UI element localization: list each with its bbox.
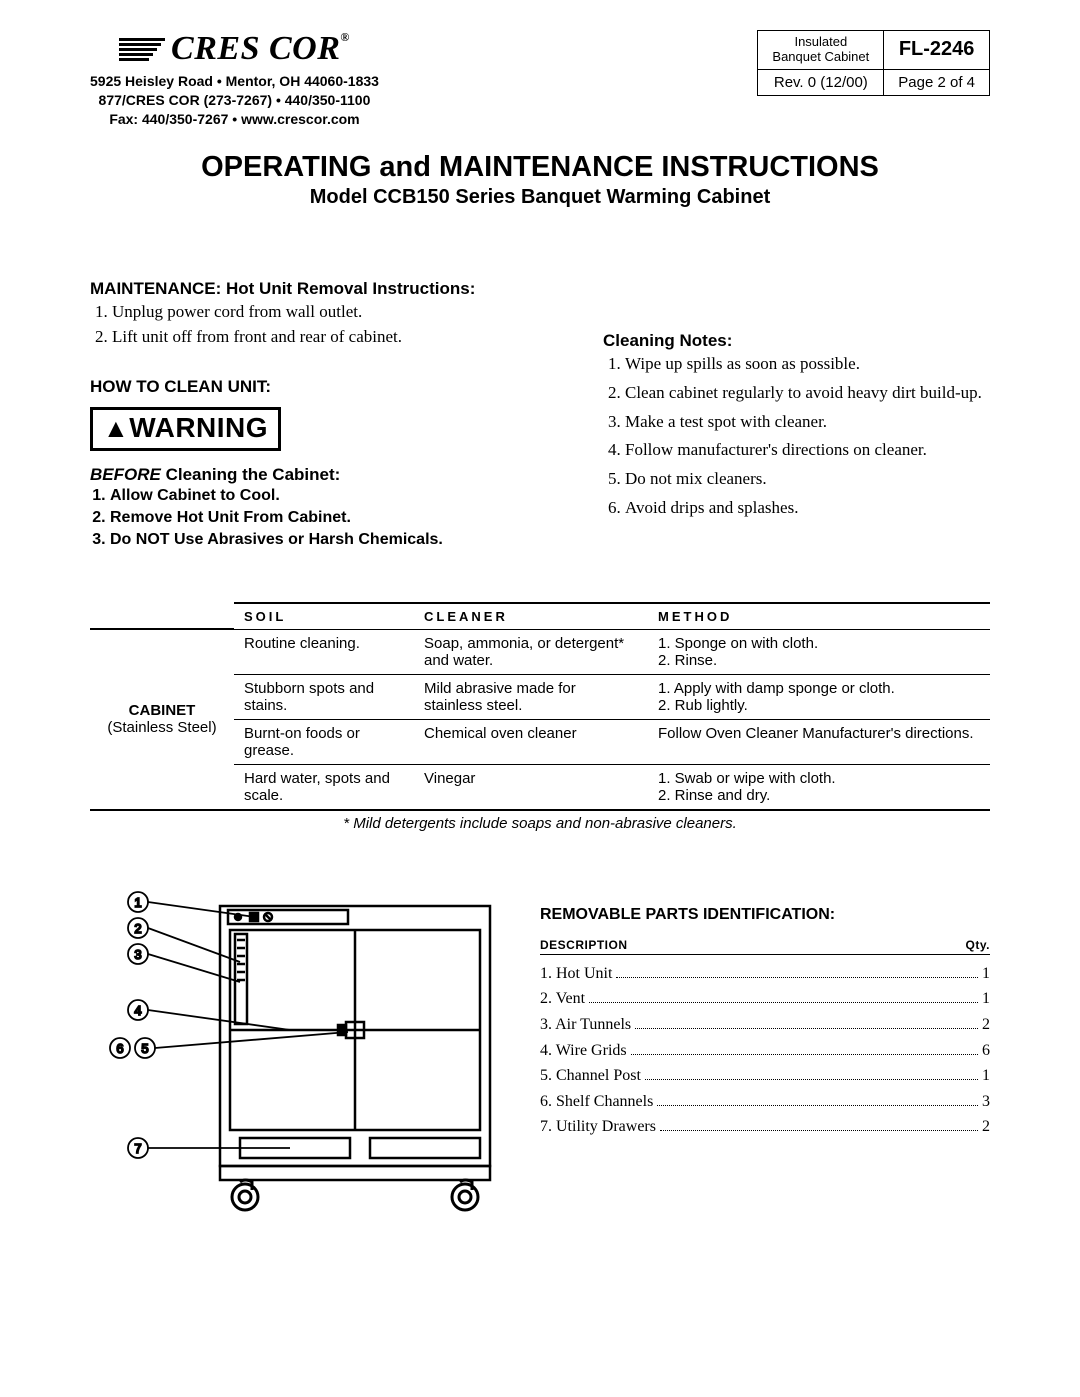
svg-text:1: 1 (134, 895, 141, 910)
parts-list: 1. Hot Unit1 2. Vent1 3. Air Tunnels2 4.… (540, 961, 990, 1140)
cleaning-table: SOIL CLEANER METHOD CABINET (Stainless S… (90, 602, 990, 811)
table-header: CLEANER (414, 603, 648, 630)
doc-info-table: Insulated Banquet Cabinet FL-2246 Rev. 0… (757, 30, 990, 96)
svg-text:5: 5 (141, 1041, 148, 1056)
table-cell: Burnt-on foods or grease. (234, 719, 414, 764)
address-line: Fax: 440/350-7267 • www.crescor.com (90, 110, 379, 129)
parts-title: REMOVABLE PARTS IDENTIFICATION: (540, 906, 990, 924)
svg-text:7: 7 (134, 1141, 141, 1156)
brand-text: CRES COR® (171, 30, 350, 68)
how-to-clean-heading: HOW TO CLEAN UNIT: (90, 377, 563, 397)
svg-text:2: 2 (134, 921, 141, 936)
table-cell: Follow Oven Cleaner Manufacturer's direc… (648, 719, 990, 764)
svg-text:3: 3 (134, 947, 141, 962)
list-item: Do not mix cleaners. (625, 468, 990, 491)
address: 5925 Heisley Road • Mentor, OH 44060-183… (90, 72, 379, 129)
list-item: Remove Hot Unit From Cabinet. (110, 507, 563, 529)
before-cleaning-heading: BEFORE Cleaning the Cabinet: (90, 465, 563, 485)
list-item: Avoid drips and splashes. (625, 497, 990, 520)
table-header (90, 603, 234, 630)
table-cell: Chemical oven cleaner (414, 719, 648, 764)
table-cell: Vinegar (414, 764, 648, 810)
part-row: 6. Shelf Channels3 (540, 1089, 990, 1115)
part-row: 4. Wire Grids6 (540, 1038, 990, 1064)
svg-text:4: 4 (134, 1003, 141, 1018)
page-cell: Page 2 of 4 (884, 69, 990, 95)
product-cell: Insulated Banquet Cabinet (758, 31, 884, 70)
maintenance-list: Unplug power cord from wall outlet. Lift… (90, 301, 563, 349)
table-header: SOIL (234, 603, 414, 630)
table-rowhead: CABINET (Stainless Steel) (90, 629, 234, 810)
list-item: Wipe up spills as soon as possible. (625, 353, 990, 376)
table-cell: Soap, ammonia, or detergent* and water. (414, 629, 648, 674)
logo-block: CRES COR® 5925 Heisley Road • Mentor, OH… (90, 30, 379, 129)
part-row: 1. Hot Unit1 (540, 961, 990, 987)
list-item: Make a test spot with cleaner. (625, 411, 990, 434)
bottom-section: 1 2 3 4 6 5 7 REMOVABLE PARTS IDENTIFICA… (90, 882, 990, 1227)
part-row: 5. Channel Post1 (540, 1063, 990, 1089)
list-item: Clean cabinet regularly to avoid heavy d… (625, 382, 990, 405)
header: CRES COR® 5925 Heisley Road • Mentor, OH… (90, 30, 990, 129)
part-row: 2. Vent1 (540, 986, 990, 1012)
list-item: Unplug power cord from wall outlet. (112, 301, 563, 324)
page-subtitle: Model CCB150 Series Banquet Warming Cabi… (90, 186, 990, 209)
fl-number: FL-2246 (884, 31, 990, 70)
logo: CRES COR® (90, 30, 379, 68)
table-cell: Routine cleaning. (234, 629, 414, 674)
list-item: Lift unit off from front and rear of cab… (112, 326, 563, 349)
parts-col-desc: DESCRIPTION (540, 938, 628, 952)
parts-col-qty: Qty. (966, 938, 990, 952)
table-cell: 1. Swab or wipe with cloth. 2. Rinse and… (648, 764, 990, 810)
warning-box: ▲WARNING (90, 407, 281, 451)
table-footnote: * Mild detergents include soaps and non-… (90, 815, 990, 832)
address-line: 877/CRES COR (273-7267) • 440/350-1100 (90, 91, 379, 110)
table-cell: Hard water, spots and scale. (234, 764, 414, 810)
table-header: METHOD (648, 603, 990, 630)
address-line: 5925 Heisley Road • Mentor, OH 44060-183… (90, 72, 379, 91)
before-cleaning-list: Allow Cabinet to Cool. Remove Hot Unit F… (90, 485, 563, 552)
cleaning-notes-list: Wipe up spills as soon as possible. Clea… (603, 353, 990, 521)
svg-text:6: 6 (116, 1041, 123, 1056)
list-item: Follow manufacturer's directions on clea… (625, 439, 990, 462)
list-item: Do NOT Use Abrasives or Harsh Chemicals. (110, 529, 563, 551)
table-cell: Mild abrasive made for stainless steel. (414, 674, 648, 719)
maintenance-heading: MAINTENANCE: Hot Unit Removal Instructio… (90, 279, 563, 299)
parts-identification: REMOVABLE PARTS IDENTIFICATION: DESCRIPT… (540, 882, 990, 1140)
left-column: MAINTENANCE: Hot Unit Removal Instructio… (90, 279, 563, 552)
part-row: 3. Air Tunnels2 (540, 1012, 990, 1038)
cabinet-diagram: 1 2 3 4 6 5 7 (90, 882, 510, 1227)
page-title: OPERATING and MAINTENANCE INSTRUCTIONS (90, 151, 990, 184)
cleaning-notes-heading: Cleaning Notes: (603, 331, 990, 351)
table-cell: Stubborn spots and stains. (234, 674, 414, 719)
instructions-columns: MAINTENANCE: Hot Unit Removal Instructio… (90, 279, 990, 552)
parts-header-row: DESCRIPTION Qty. (540, 938, 990, 955)
right-column: Cleaning Notes: Wipe up spills as soon a… (603, 279, 990, 552)
revision-cell: Rev. 0 (12/00) (758, 69, 884, 95)
cabinet-svg-icon: 1 2 3 4 6 5 7 (90, 882, 510, 1222)
logo-stripes-icon (119, 38, 165, 61)
table-cell: 1. Sponge on with cloth. 2. Rinse. (648, 629, 990, 674)
warning-triangle-icon: ▲ (103, 413, 129, 443)
table-cell: 1. Apply with damp sponge or cloth. 2. R… (648, 674, 990, 719)
part-row: 7. Utility Drawers2 (540, 1114, 990, 1140)
list-item: Allow Cabinet to Cool. (110, 485, 563, 507)
